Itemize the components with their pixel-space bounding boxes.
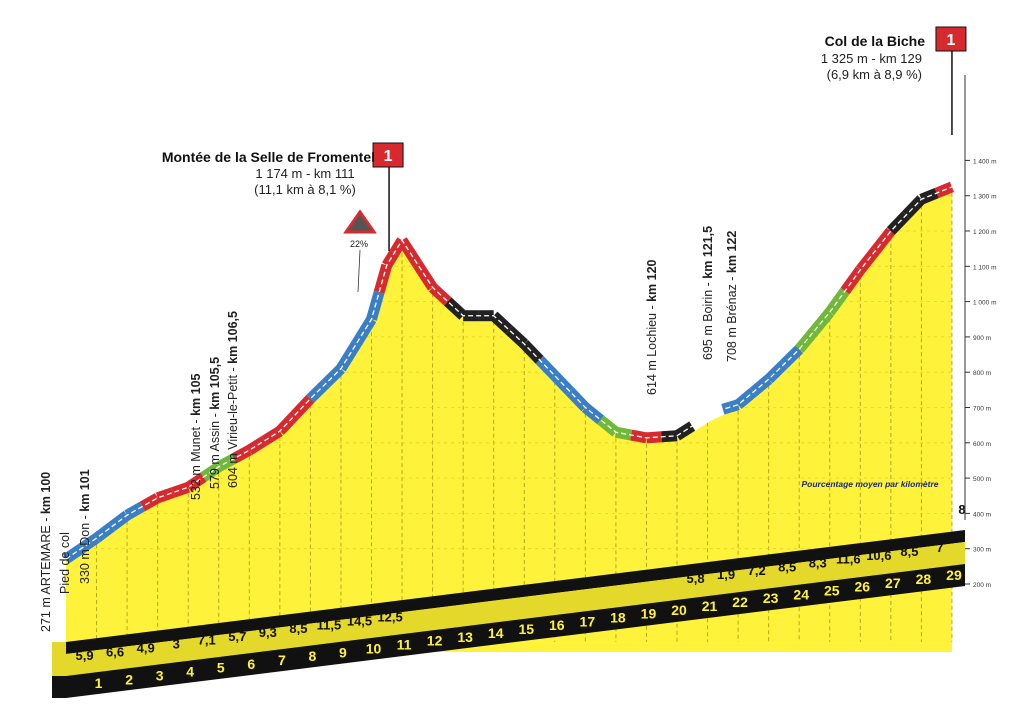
- km-tick-label: 29: [946, 567, 962, 583]
- waypoint-brenaz: 708 m Brénaz - km 122: [725, 231, 739, 362]
- base-corner: [52, 642, 66, 676]
- km-tick-label: 17: [580, 613, 596, 629]
- climb1-category: 1: [384, 148, 393, 165]
- km-tick-label: 3: [156, 667, 164, 683]
- km-tick-label: 6: [247, 656, 255, 672]
- ridge-centerline: [65, 186, 953, 560]
- climb2-detail: (6,9 km à 8,9 %): [827, 67, 922, 82]
- climb2-flag: [935, 26, 967, 52]
- elevation-tick-label: 200 m: [973, 582, 991, 589]
- gradient-value: 5,9: [76, 648, 94, 663]
- km-tick-label: 26: [855, 579, 871, 595]
- waypoint-munet: 532 m Munet - km 105: [189, 373, 203, 500]
- base-strip-top: [66, 530, 965, 654]
- steep-pointer: [357, 249, 361, 293]
- km-tick-label: 1: [95, 675, 103, 691]
- waypoint-lochieu: 614 m Lochieu - km 120: [645, 259, 659, 395]
- elevation-tick-label: 1 100 m: [973, 264, 997, 271]
- km-tick-label: 28: [916, 571, 932, 587]
- km-tick-label: 7: [278, 652, 286, 668]
- climb1-info: 1 174 m - km 111: [255, 166, 354, 181]
- km-tick-label: 16: [549, 617, 565, 633]
- gradient-value: 11,6: [836, 552, 861, 567]
- ridge-segment: [321, 364, 345, 388]
- gradient-value: 1,9: [717, 567, 735, 582]
- km-tick-label: 9: [339, 644, 347, 660]
- ridge-segment: [902, 195, 926, 219]
- km-tick-label: 24: [793, 586, 809, 602]
- elevation-tick-label: 400 m: [973, 511, 991, 518]
- gradient-value: 12,5: [377, 610, 402, 625]
- gradient-value: 4,9: [137, 640, 155, 655]
- gradient-value: 7,1: [198, 633, 216, 648]
- gradient-value: 6,6: [106, 644, 124, 659]
- gradient-value: 8,5: [900, 544, 918, 559]
- elevation-tick-label: 700 m: [973, 406, 991, 413]
- elevation-tick-label: 1 400 m: [973, 158, 997, 165]
- gradient-value: 8,5: [289, 621, 307, 636]
- gradient-caption: Pourcentage moyen par kilomètre: [802, 479, 939, 489]
- elevation-tick-label: 1 300 m: [973, 194, 997, 201]
- gradient-value: 5,8: [687, 571, 705, 586]
- elevation-tick-label: 600 m: [973, 441, 991, 448]
- climb1-detail: (11,1 km à 8,1 %): [254, 182, 356, 197]
- km-tick-label: 12: [427, 633, 443, 649]
- km-tick-label: 25: [824, 583, 840, 599]
- km-tick-label: 15: [518, 621, 534, 637]
- km-tick-label: 14: [488, 625, 504, 641]
- gradient-value: 14,5: [347, 613, 372, 628]
- km-tick-label: 5: [217, 660, 225, 676]
- climb1-flag: [372, 142, 404, 168]
- gradient-value: 9,3: [259, 625, 277, 640]
- base-strip-mid: [66, 542, 965, 676]
- gradient-value: 10,6: [866, 548, 891, 563]
- km-tick-label: 22: [732, 594, 748, 610]
- km-tick-label: 2: [125, 671, 133, 687]
- km-strip: [52, 564, 965, 698]
- elevation-tick-label: 900 m: [973, 335, 991, 342]
- km-tick-label: 10: [366, 640, 382, 656]
- km-tick-label: 18: [610, 610, 626, 626]
- gradient-value: 11,5: [317, 617, 342, 632]
- gradient-value: 8,3: [809, 556, 827, 571]
- ridge-segment: [520, 340, 544, 364]
- km-tick-label: 4: [186, 664, 194, 680]
- km-tick-label: 27: [885, 575, 901, 591]
- waypoint-artemare: 271 m ARTEMARE - km 100: [39, 472, 53, 632]
- climb1-name: Montée de la Selle de Fromentel: [162, 149, 375, 165]
- elevation-tick-label: 800 m: [973, 370, 991, 377]
- gradient-value: 3: [173, 637, 180, 652]
- elevation-tick-label: 500 m: [973, 476, 991, 483]
- climb2-name: Col de la Biche: [825, 33, 926, 49]
- gradient-value: 5,7: [228, 629, 246, 644]
- waypoint-pied-de-col: Pied de col: [58, 532, 72, 594]
- km-tick-label: 23: [763, 590, 779, 606]
- profile-area: [66, 186, 952, 652]
- elevation-tick-label: 300 m: [973, 547, 991, 554]
- km-tick-label: 13: [457, 629, 473, 645]
- gradient-value: 8,5: [778, 559, 796, 574]
- km-tick-label: 11: [397, 637, 412, 653]
- steep-percentage: 22%: [350, 239, 368, 249]
- waypoint-virieu: 604 m Virieu-le-Petit - km 106,5: [226, 311, 240, 488]
- km-tick-label: 20: [671, 602, 687, 618]
- km-tick-label: 21: [702, 598, 718, 614]
- gradient-value: 7: [936, 540, 943, 555]
- km-tick-label: 8: [309, 648, 317, 664]
- elevation-tick-label: 1 000 m: [973, 300, 997, 307]
- gradient-value: 8: [958, 502, 965, 517]
- steep-warning-icon: [343, 209, 377, 234]
- waypoint-assin: 579 m Assin - km 105,5: [208, 357, 222, 489]
- gradient-value: 7,2: [748, 563, 766, 578]
- elevation-tick-label: 1 200 m: [973, 229, 997, 236]
- waypoint-boirin: 695 m Boirin - km 121,5: [701, 226, 715, 360]
- waypoint-don: 330 m Don - km 101: [78, 469, 92, 584]
- climb2-info: 1 325 m - km 129: [821, 51, 922, 66]
- climb2-category: 1: [946, 32, 955, 49]
- km-tick-label: 19: [641, 606, 657, 622]
- ridge-segment: [840, 266, 865, 295]
